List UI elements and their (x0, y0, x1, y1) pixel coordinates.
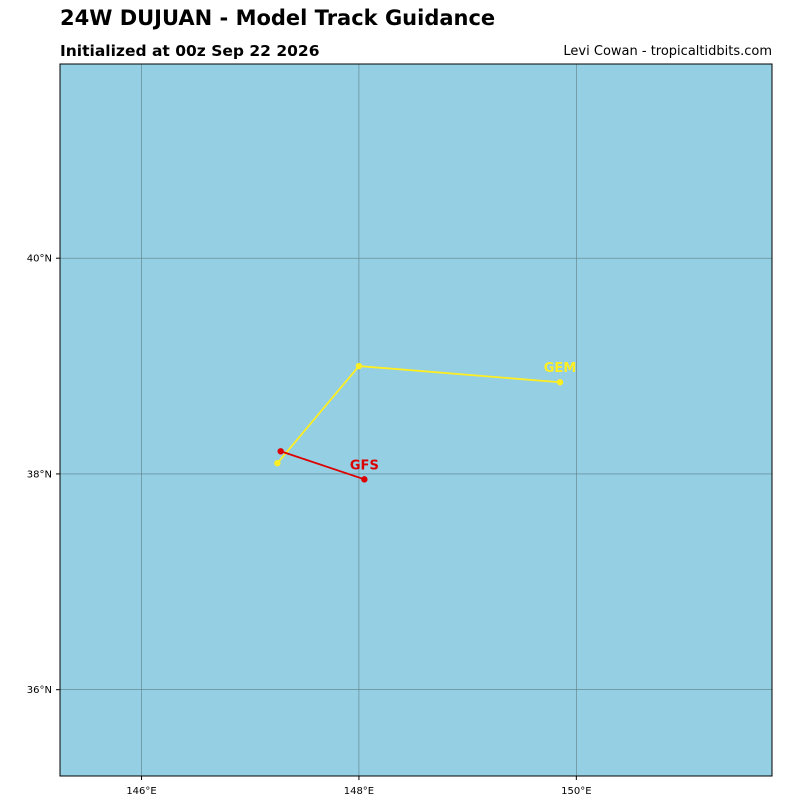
lon-tick-label: 150°E (561, 786, 591, 797)
lat-tick-label: 40°N (27, 254, 52, 265)
init-time-subtitle: Initialized at 00z Sep 22 2026 (60, 42, 320, 60)
gem-track-point (355, 362, 363, 370)
gfs-track-point (361, 476, 368, 483)
ocean-background (60, 64, 772, 776)
model-tracks: GEM GFS (274, 361, 577, 483)
gem-track-label: GEM (544, 361, 577, 376)
gfs-track-line (280, 450, 365, 481)
page-title: 24W DUJUAN - Model Track Guidance (60, 6, 496, 30)
credit-label: Levi Cowan - tropicaltidbits.com (563, 44, 772, 59)
lat-lon-grid (60, 64, 772, 776)
gfs-track-label: GFS (350, 458, 379, 473)
lon-tick-label: 148°E (344, 786, 374, 797)
lat-tick-label: 36°N (27, 685, 52, 696)
lat-tick-label: 38°N (27, 469, 52, 480)
axis-ticks: 146°E 148°E 150°E 40°N 38°N 36°N (27, 254, 592, 797)
gem-track-point (274, 459, 281, 467)
lon-tick-label: 146°E (126, 786, 156, 797)
gfs-track-point (277, 448, 284, 455)
map-frame (59, 63, 773, 777)
gem-track-point (556, 379, 564, 386)
